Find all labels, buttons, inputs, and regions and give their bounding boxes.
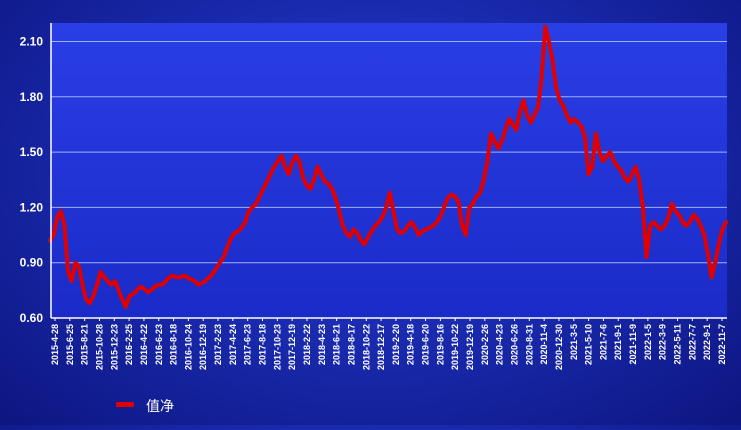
x-tick-label: 2020-12-30 (554, 324, 564, 370)
x-tick-label: 2022-9-1 (702, 324, 712, 360)
axes (50, 23, 727, 319)
x-tick-label: 2020-8-31 (524, 324, 534, 365)
x-tick-label: 2018-6-21 (332, 324, 342, 365)
legend: 值净 (116, 398, 174, 414)
x-tick-label: 2021-7-6 (598, 324, 608, 360)
x-tick-label: 2022-7-7 (687, 324, 697, 360)
x-tick-label: 2017-12-19 (287, 324, 297, 370)
x-tick-label: 2020-2-26 (480, 324, 490, 365)
x-tick-label: 2021-9-1 (613, 324, 623, 360)
y-axis-ticks: 0.60 0.90 1.20 1.50 1.80 2.10 (20, 34, 44, 325)
x-tick-label: 2018-10-22 (361, 324, 371, 370)
y-tick-label: 1.20 (20, 200, 44, 214)
x-tick-label: 2022-5-11 (673, 324, 683, 365)
series-group (48, 24, 728, 309)
x-tick-label: 2016-6-23 (154, 324, 164, 365)
x-tick-label: 2015-10-28 (94, 324, 104, 370)
x-axis-ticks: 2015-4-28 2015-6-25 2015-8-21 2015-10-28 201… (50, 318, 727, 370)
x-tick-label: 2019-10-22 (450, 324, 460, 370)
legend-label: 值净 (146, 398, 174, 414)
x-tick-label: 2020-4-23 (495, 324, 505, 365)
x-tick-label: 2017-4-24 (228, 324, 238, 365)
x-tick-label: 2016-2-25 (124, 324, 134, 365)
x-tick-label: 2020-11-4 (539, 324, 549, 365)
series-line-0 (48, 24, 728, 309)
x-tick-label: 2017-6-23 (243, 324, 253, 365)
x-tick-label: 2018-12-17 (376, 324, 386, 370)
x-tick-label: 2016-12-19 (198, 324, 208, 370)
x-tick-label: 2021-5-10 (584, 324, 594, 365)
x-tick-label: 2015-12-23 (109, 324, 119, 370)
x-tick-label: 2017-2-23 (213, 324, 223, 365)
x-tick-label: 2021-11-9 (628, 324, 638, 365)
x-tick-label: 2019-6-20 (421, 324, 431, 365)
x-tick-label: 2019-8-16 (435, 324, 445, 365)
x-tick-label: 2022-11-7 (717, 324, 727, 365)
y-tick-label: 2.10 (20, 34, 44, 48)
y-tick-label: 1.50 (20, 145, 44, 159)
y-tick-label: 1.80 (20, 90, 44, 104)
x-tick-label: 2020-6-26 (509, 324, 519, 365)
legend-swatch-icon (116, 402, 134, 407)
y-tick-label: 0.90 (20, 256, 44, 270)
x-tick-label: 2018-8-17 (346, 324, 356, 365)
x-tick-label: 2017-10-23 (272, 324, 282, 370)
y-tick-label: 0.60 (20, 311, 44, 325)
x-tick-label: 2016-10-24 (183, 324, 193, 370)
x-tick-label: 2015-4-28 (50, 324, 60, 365)
x-tick-label: 2018-4-23 (317, 324, 327, 365)
plot-area (51, 23, 727, 318)
x-tick-label: 2021-3-5 (569, 324, 579, 360)
x-tick-label: 2015-6-25 (65, 324, 75, 365)
x-tick-label: 2022-3-9 (658, 324, 668, 360)
x-tick-label: 2016-8-18 (169, 324, 179, 365)
x-tick-label: 2019-4-18 (406, 324, 416, 365)
x-tick-label: 2016-4-22 (139, 324, 149, 365)
x-tick-label: 2018-2-22 (302, 324, 312, 365)
x-tick-label: 2017-8-18 (258, 324, 268, 365)
x-tick-label: 2019-2-20 (391, 324, 401, 365)
x-tick-label: 2019-12-19 (465, 324, 475, 370)
x-tick-label: 2015-8-21 (80, 324, 90, 365)
x-tick-label: 2022-1-5 (643, 324, 653, 360)
